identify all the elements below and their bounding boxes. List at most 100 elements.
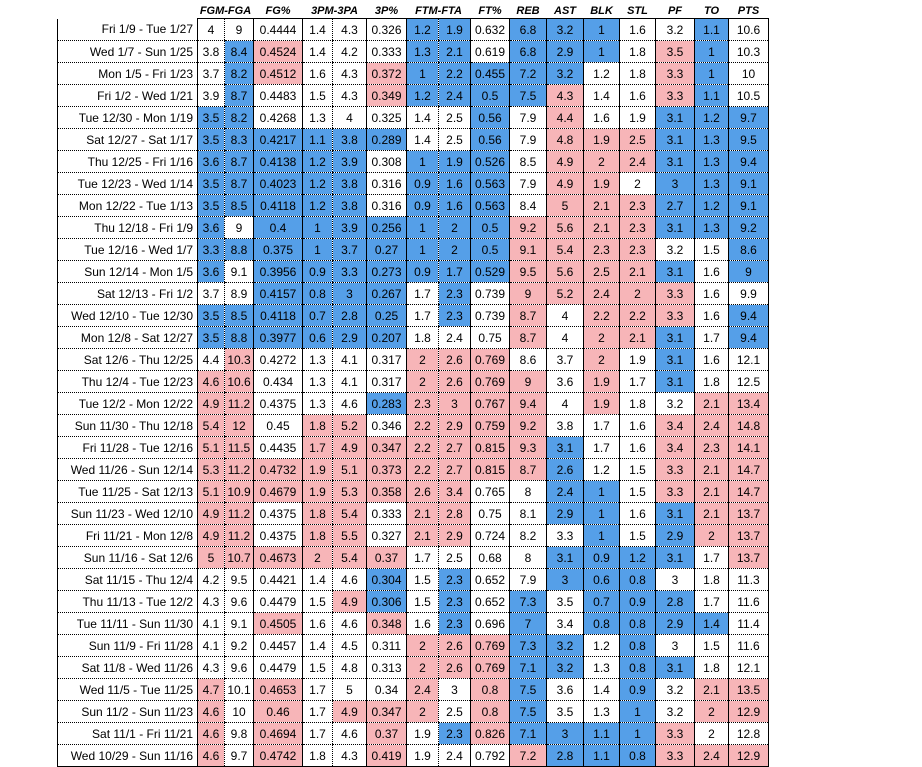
- stat-cell: 4.9: [546, 172, 584, 195]
- stat-cell: 0.4444: [253, 18, 303, 41]
- stat-cell: 1.7: [438, 260, 471, 283]
- stat-cell: 1.6: [406, 612, 439, 635]
- stat-cell: 0.724: [470, 524, 510, 547]
- stat-cell: 0.455: [470, 62, 510, 85]
- stat-cell: 1.5: [619, 480, 656, 503]
- stat-cell: 4.6: [332, 392, 367, 415]
- stat-cell: 3.7: [332, 238, 367, 261]
- stat-cell: 2.1: [694, 678, 729, 701]
- stat-cell: 5.3: [332, 480, 367, 503]
- stat-cell: 9.4: [728, 150, 769, 173]
- stat-cell: 0.815: [470, 436, 510, 459]
- stat-cell: 3.2: [546, 18, 584, 41]
- stat-cell: 8.1: [509, 502, 547, 525]
- stat-cell: 5.5: [332, 524, 367, 547]
- stat-cell: 4.2: [197, 568, 225, 591]
- stat-cell: 0.317: [366, 370, 407, 393]
- stat-cell: 4.9: [332, 590, 367, 613]
- stat-cell: 0.273: [366, 260, 407, 283]
- row-date-range-label: Sun 11/23 - Wed 12/10: [57, 502, 198, 525]
- stat-cell: 1.8: [694, 370, 729, 393]
- stat-cell: 3.4: [438, 480, 471, 503]
- stat-cell: 3: [546, 568, 584, 591]
- stat-cell: 1.4: [583, 678, 620, 701]
- stat-cell: 1.6: [694, 348, 729, 371]
- stat-cell: 0.792: [470, 744, 510, 767]
- stat-cell: 4.7: [197, 678, 225, 701]
- stat-cell: 1.6: [302, 612, 333, 635]
- stat-cell: 1.3: [583, 656, 620, 679]
- stat-cell: 1.2: [583, 458, 620, 481]
- stat-cell: 1.5: [302, 590, 333, 613]
- stat-cell: 5.2: [546, 282, 584, 305]
- stat-cell: 1.3: [302, 106, 333, 129]
- stat-cell: 9.2: [224, 634, 254, 657]
- stat-cell: 0.8: [619, 568, 656, 591]
- stat-cell: 4.4: [197, 348, 225, 371]
- stat-cell: 8.3: [224, 128, 254, 151]
- stat-cell: 0.325: [366, 106, 407, 129]
- stat-cell: 1.9: [583, 392, 620, 415]
- stat-cell: 1.6: [694, 282, 729, 305]
- stat-cell: 3.2: [546, 62, 584, 85]
- stat-cell: 0.8: [619, 656, 656, 679]
- table-row: Sun 11/23 - Wed 12/10 4.9 11.2 0.4375 1.8 5.4…: [57, 502, 769, 525]
- stat-cell: 2.8: [438, 502, 471, 525]
- stat-cell: 0.4138: [253, 150, 303, 173]
- stat-cell: 3.8: [546, 414, 584, 437]
- stat-cell: 1.8: [302, 414, 333, 437]
- table-row: Thu 11/13 - Tue 12/2 4.3 9.6 0.4479 1.5 4.9 0.…: [57, 590, 769, 613]
- stat-cell: 1.4: [583, 84, 620, 107]
- stat-cell: 4.4: [546, 106, 584, 129]
- stat-cell: 0.306: [366, 590, 407, 613]
- stat-cell: 12.8: [728, 722, 769, 745]
- stat-cell: 12.5: [728, 370, 769, 393]
- stat-cell: 8.8: [224, 326, 254, 349]
- stat-cell: 1.9: [619, 106, 656, 129]
- stat-cell: 4.3: [332, 18, 367, 41]
- stat-cell: 1.3: [694, 216, 729, 239]
- table-row: Sat 11/15 - Thu 12/4 4.2 9.5 0.4421 1.4 4.6 0.…: [57, 568, 769, 591]
- stat-cell: 0.4375: [253, 502, 303, 525]
- stat-cell: 13.4: [728, 392, 769, 415]
- stat-cell: 1.6: [619, 436, 656, 459]
- stat-cell: 0.4157: [253, 282, 303, 305]
- stat-cell: 0.826: [470, 722, 510, 745]
- stat-cell: 9.7: [728, 106, 769, 129]
- stat-cell: 3.7: [546, 348, 584, 371]
- row-date-range-label: Sat 11/15 - Thu 12/4: [57, 568, 198, 591]
- stat-cell: 2.5: [438, 128, 471, 151]
- stat-cell: 2.8: [546, 744, 584, 767]
- stat-cell: 3.1: [655, 370, 695, 393]
- stat-cell: 4.1: [332, 370, 367, 393]
- stat-cell: 1.4: [302, 634, 333, 657]
- stat-cell: 0.4505: [253, 612, 303, 635]
- stat-cell: 9.6: [224, 656, 254, 679]
- stat-cell: 7.9: [509, 128, 547, 151]
- stat-cell: 0.34: [366, 678, 407, 701]
- stat-cell: 1.5: [406, 568, 439, 591]
- row-date-range-label: Sun 11/30 - Thu 12/18: [57, 414, 198, 437]
- stat-cell: 0.8: [619, 634, 656, 657]
- col-header-blk: BLK: [583, 0, 620, 19]
- stat-cell: 13.7: [728, 502, 769, 525]
- stat-cell: 5.6: [546, 216, 584, 239]
- stat-cell: 2.3: [619, 194, 656, 217]
- stat-cell: 1.9: [406, 744, 439, 767]
- stat-cell: 3.3: [332, 260, 367, 283]
- stat-cell: 3.4: [655, 436, 695, 459]
- stat-cell: 1.8: [302, 502, 333, 525]
- stat-cell: 0.317: [366, 348, 407, 371]
- stat-cell: 5.4: [332, 546, 367, 569]
- table-row: Tue 11/25 - Sat 12/13 5.1 10.9 0.4679 1.9 5.3…: [57, 480, 769, 503]
- stat-cell: 1.8: [694, 656, 729, 679]
- stat-cell: 1.5: [694, 238, 729, 261]
- stat-cell: 3.3: [655, 282, 695, 305]
- stat-cell: 0.4118: [253, 304, 303, 327]
- stat-cell: 11.6: [728, 634, 769, 657]
- stat-cell: 2.5: [438, 700, 471, 723]
- stat-cell: 0.25: [366, 304, 407, 327]
- stat-cell: 0.4421: [253, 568, 303, 591]
- stat-cell: 3.1: [546, 546, 584, 569]
- stat-cell: 2.4: [694, 414, 729, 437]
